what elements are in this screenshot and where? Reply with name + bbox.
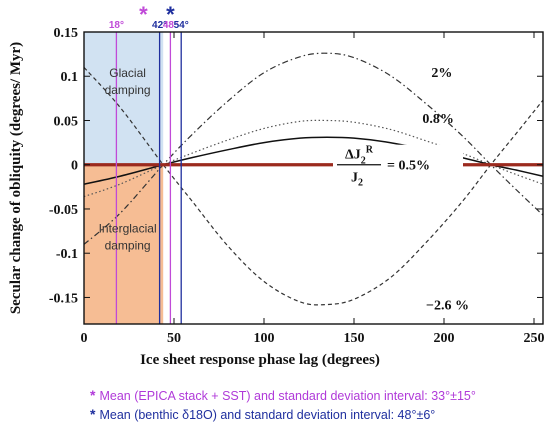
region-1 bbox=[84, 164, 164, 324]
formula-numerator: ΔJ2R bbox=[345, 145, 374, 167]
region-label-0: Glacial bbox=[109, 66, 146, 80]
region-label-0-line2: damping bbox=[105, 83, 151, 97]
x-tick-label-5: 250 bbox=[524, 331, 545, 346]
series-line-0 bbox=[83, 52, 544, 245]
x-axis-title: Ice sheet response phase lag (degrees) bbox=[140, 352, 380, 368]
y-tick-label-4: -0.05 bbox=[49, 203, 78, 218]
vline-label-1: 42° bbox=[152, 20, 167, 31]
series-line-2 bbox=[83, 136, 544, 185]
note-epica-star: * bbox=[90, 387, 96, 403]
y-axis-title: Secular change of obliquity (degrees/ My… bbox=[8, 42, 24, 314]
y-tick-label-2: 0.05 bbox=[54, 114, 79, 129]
y-tick-label-3: 0 bbox=[71, 159, 78, 174]
vline-label-2: 48° bbox=[163, 20, 178, 31]
region-label-1-line2: damping bbox=[105, 239, 151, 253]
marker-star-0: * bbox=[139, 2, 148, 27]
axis-ticks: 0 50 100 150 200 250 0.15 0.1 0.05 0 -0.05 -0.1 -0.1… bbox=[49, 26, 545, 346]
x-tick-label-3: 150 bbox=[344, 331, 365, 346]
y-tick-label-6: -0.15 bbox=[49, 291, 78, 306]
curve-label-2: −2.6 % bbox=[426, 299, 469, 314]
series-line-1 bbox=[83, 119, 544, 198]
curve-label-1: 0.8% bbox=[422, 112, 454, 127]
formula-rhs: = 0.5% bbox=[387, 159, 430, 174]
marker-star-1: * bbox=[166, 2, 175, 27]
curve-label-0: 2% bbox=[431, 66, 452, 81]
series-line-3 bbox=[83, 66, 544, 306]
x-tick-label-2: 100 bbox=[254, 331, 275, 346]
curves bbox=[83, 52, 544, 306]
y-tick-label-1: 0.1 bbox=[61, 70, 79, 85]
note-epica-text: Mean (EPICA stack + SST) and standard de… bbox=[99, 389, 476, 403]
region-0 bbox=[84, 32, 164, 165]
y-tick-label-5: -0.1 bbox=[56, 247, 78, 262]
chart-labels: Glacial damping Interglacial damping 18° 42°4… bbox=[99, 2, 469, 314]
vline-label-3: 54° bbox=[174, 20, 189, 31]
x-tick-label-4: 200 bbox=[434, 331, 455, 346]
formula-denominator: J2 bbox=[351, 171, 363, 189]
note-benthic-star: * bbox=[90, 406, 96, 422]
note-epica: * Mean (EPICA stack + SST) and standard d… bbox=[90, 387, 476, 403]
x-tick-label-1: 50 bbox=[167, 331, 181, 346]
y-tick-label-0: 0.15 bbox=[54, 26, 79, 41]
note-benthic-text: Mean (benthic δ18O) and standard deviati… bbox=[99, 408, 436, 422]
vertical-lines bbox=[115, 32, 182, 324]
region-label-1: Interglacial bbox=[99, 222, 157, 236]
formula-bg bbox=[333, 144, 463, 187]
obliquity-chart: 0 50 100 150 200 250 0.15 0.1 0.05 0 -0.05 -0.1 -0.1… bbox=[8, 2, 545, 368]
damping-regions bbox=[84, 32, 164, 324]
vline-label-0: 18° bbox=[109, 20, 124, 31]
plot-frame bbox=[83, 31, 544, 325]
x-tick-label-0: 0 bbox=[81, 331, 88, 346]
note-benthic: * Mean (benthic δ18O) and standard deviat… bbox=[90, 406, 435, 422]
